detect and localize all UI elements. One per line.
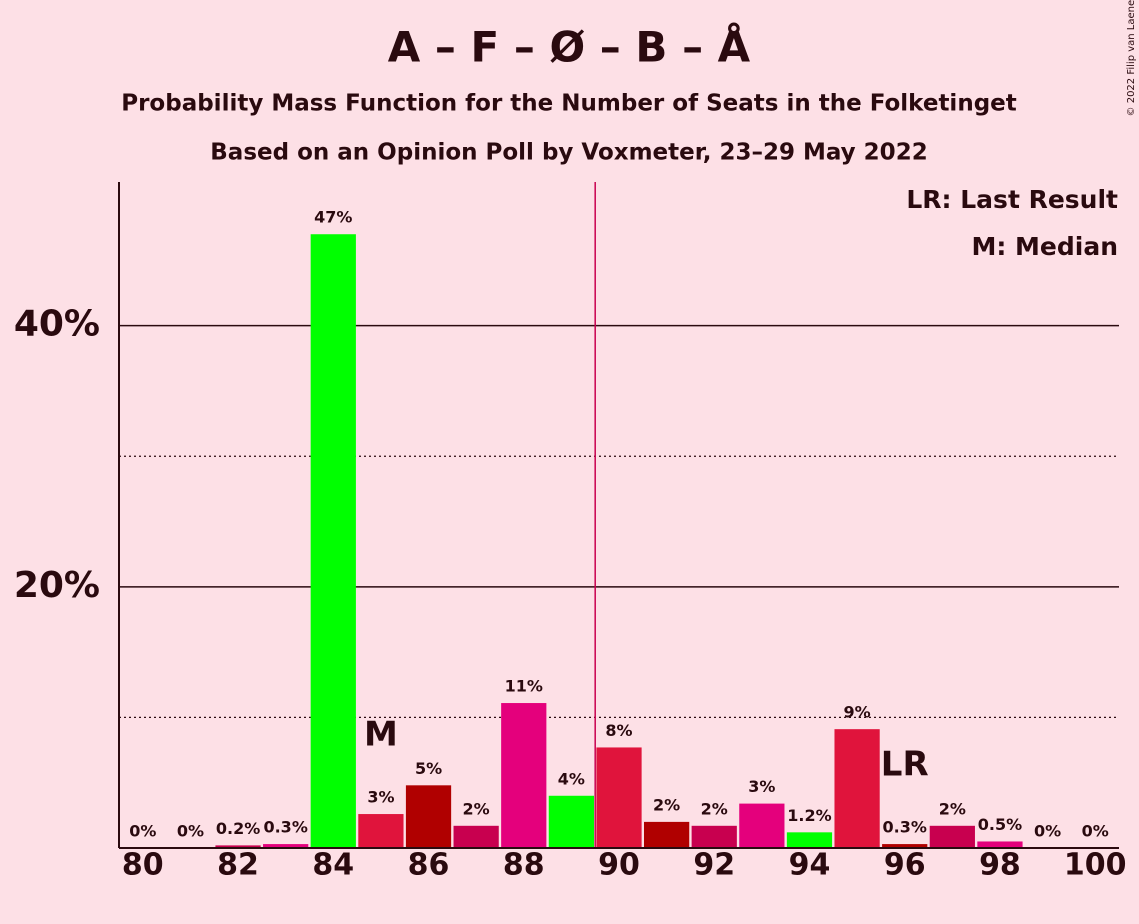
bar <box>405 785 452 848</box>
bar <box>501 703 547 848</box>
bar <box>977 841 1023 848</box>
value-label: 2% <box>463 799 490 818</box>
bar <box>358 814 404 848</box>
value-label: 0% <box>177 822 204 841</box>
chart-subtitle: Probability Mass Function for the Number… <box>121 91 1017 117</box>
x-tick-label: 94 <box>789 848 831 883</box>
chart-subtitle: Based on an Opinion Poll by Voxmeter, 23… <box>210 140 927 166</box>
value-label: 8% <box>605 721 632 740</box>
x-tick-label: 86 <box>408 848 450 883</box>
bar <box>596 747 642 848</box>
bar <box>263 844 309 848</box>
bar <box>310 234 356 848</box>
x-tick-label: 98 <box>979 848 1021 883</box>
value-label: 0.3% <box>263 818 307 837</box>
annotation: LR <box>881 745 929 785</box>
x-tick-label: 100 <box>1064 848 1127 883</box>
x-tick-label: 84 <box>312 848 354 883</box>
value-label: 0.5% <box>978 815 1022 834</box>
bar <box>453 825 499 848</box>
value-label: 47% <box>314 208 352 227</box>
value-label: 0% <box>1082 822 1109 841</box>
value-label: 3% <box>367 788 394 807</box>
bar <box>215 845 261 848</box>
legend-entry: M: Median <box>971 232 1118 261</box>
bar <box>739 803 785 848</box>
value-label: 5% <box>415 759 442 778</box>
value-label: 2% <box>653 795 680 814</box>
y-tick-label: 20% <box>14 565 100 606</box>
value-label: 0% <box>1034 822 1061 841</box>
value-label: 2% <box>701 799 728 818</box>
value-label: 4% <box>558 769 585 788</box>
value-label: 9% <box>844 703 871 722</box>
x-tick-label: 90 <box>598 848 640 883</box>
bar <box>548 795 594 848</box>
bar <box>691 825 737 848</box>
bar <box>882 844 928 848</box>
bar <box>644 821 690 848</box>
value-label: 0.2% <box>216 819 260 838</box>
chart-title: A – F – Ø – B – Å <box>388 22 751 72</box>
x-tick-label: 80 <box>122 848 164 883</box>
value-label: 0% <box>129 822 156 841</box>
x-tick-label: 82 <box>217 848 259 883</box>
bar <box>929 825 975 848</box>
y-tick-label: 40% <box>14 304 100 345</box>
x-tick-label: 92 <box>693 848 735 883</box>
copyright: © 2022 Filip van Laenen <box>1126 0 1137 116</box>
value-label: 0.3% <box>883 818 927 837</box>
bar <box>786 832 833 848</box>
legend-entry: LR: Last Result <box>906 185 1118 214</box>
value-label: 1.2% <box>787 806 831 825</box>
value-label: 11% <box>505 677 543 696</box>
value-label: 2% <box>939 799 966 818</box>
value-label: 3% <box>748 777 775 796</box>
x-tick-label: 88 <box>503 848 545 883</box>
bar <box>834 729 880 848</box>
annotation: M <box>364 715 398 755</box>
x-tick-label: 96 <box>884 848 926 883</box>
